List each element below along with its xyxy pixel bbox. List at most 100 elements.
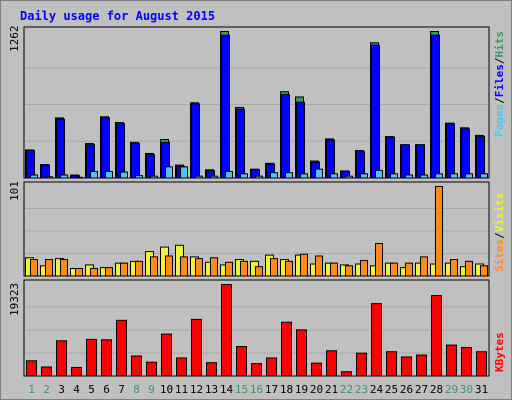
sites-bar [30, 259, 38, 277]
pages-bar [225, 171, 233, 179]
sites-bar [450, 259, 458, 277]
kbytes-bar [296, 329, 307, 377]
kbytes-bar [41, 366, 52, 377]
x-tick-label: 24 [370, 383, 384, 396]
sites-bar [225, 261, 233, 277]
sites-bar [300, 253, 308, 277]
pages-bar [405, 174, 413, 179]
legend-item: KBytes [493, 332, 506, 372]
legend-text: KBytes [493, 332, 506, 372]
legend-item: / [493, 97, 506, 104]
kbytes-bar [86, 338, 97, 377]
kbytes-bar [446, 344, 457, 377]
sites-bar [390, 262, 398, 277]
pages-bar [120, 171, 128, 179]
pages-bar [270, 172, 278, 179]
pages-bar [465, 173, 473, 179]
files-bar [101, 117, 110, 179]
x-tick-label: 30 [460, 383, 473, 396]
pages-bar [285, 172, 293, 179]
pages-bar [165, 166, 173, 179]
files-bar [326, 139, 335, 179]
bars [25, 31, 488, 377]
x-tick-label: 7 [118, 383, 125, 396]
kbytes-bar [176, 357, 187, 377]
kbytes-bar [341, 371, 352, 377]
x-tick-label: 25 [385, 383, 398, 396]
pages-bar [375, 169, 383, 179]
kbytes-bar [101, 339, 112, 377]
kbytes-legend: KBytes [493, 332, 506, 372]
pages-bar [450, 173, 458, 179]
kbytes-bar [401, 356, 412, 377]
kbytes-bar [356, 352, 367, 377]
legend-item: Visits [493, 193, 506, 233]
kbytes-bar [26, 360, 37, 377]
kbytes-bar [191, 318, 202, 377]
kbytes-bar [116, 319, 127, 377]
sites-bar [90, 267, 98, 277]
files-bar [191, 103, 200, 179]
pages-bar [90, 171, 98, 179]
files-bar [281, 94, 290, 179]
legend-item: Hits [493, 31, 506, 58]
x-tick-label: 19 [295, 383, 308, 396]
pages-bar [330, 173, 338, 179]
pages-bar [150, 175, 158, 179]
pages-bar [435, 173, 443, 179]
files-bar [26, 150, 35, 179]
kbytes-bar [56, 340, 67, 377]
pages-bar [480, 173, 488, 179]
pages-bar [315, 168, 323, 179]
kbytes-bar [251, 363, 262, 377]
kbytes-bar [386, 351, 397, 377]
pages-bar [180, 166, 188, 179]
x-tick-label: 1 [28, 383, 35, 396]
files-bar [116, 123, 125, 179]
files-bar [416, 144, 425, 179]
sites-bar [465, 260, 473, 277]
sites-bar [480, 265, 488, 277]
kbytes-bar [266, 357, 277, 377]
files-bar [296, 101, 305, 179]
kbytes-bar [206, 362, 217, 377]
sites-bar [360, 259, 368, 277]
x-tick-label: 14 [220, 383, 234, 396]
files-bar [41, 164, 50, 179]
x-tick-label: 21 [325, 383, 338, 396]
sites-bar [270, 258, 278, 277]
x-tick-label: 22 [340, 383, 353, 396]
files-bar [56, 118, 65, 179]
x-tick-label: 12 [190, 383, 203, 396]
pages-bar [195, 175, 203, 179]
sites-bar [135, 260, 143, 277]
sites-bar [105, 267, 113, 277]
x-tick-label: 29 [445, 383, 458, 396]
x-tick-label: 16 [250, 383, 263, 396]
sites-bar [165, 255, 173, 277]
chart-title: Daily usage for August 2015 [20, 9, 215, 23]
kbytes-bar [431, 295, 442, 377]
hits-ymax-label: 1262 [8, 26, 21, 53]
files-bar [371, 44, 380, 179]
x-tick-label: 9 [148, 383, 155, 396]
files-bar [461, 128, 470, 179]
kbytes-bar [311, 362, 322, 377]
sites-bar [150, 256, 158, 277]
pages-bar [300, 173, 308, 179]
pages-bar [390, 173, 398, 179]
kbytes-bar [71, 366, 82, 377]
pages-bar [45, 176, 53, 179]
x-tick-label: 5 [88, 383, 95, 396]
kbytes-bar [281, 321, 292, 377]
x-tick-label: 31 [475, 383, 488, 396]
sites-bar [75, 267, 83, 277]
files-bar [476, 136, 485, 179]
kbytes-bar [371, 303, 382, 377]
sites-bar [315, 255, 323, 277]
legend-text: Sites/Visits [493, 193, 506, 273]
x-tick-label: 18 [280, 383, 293, 396]
pages-bar [345, 175, 353, 179]
sites-bar [255, 266, 263, 277]
